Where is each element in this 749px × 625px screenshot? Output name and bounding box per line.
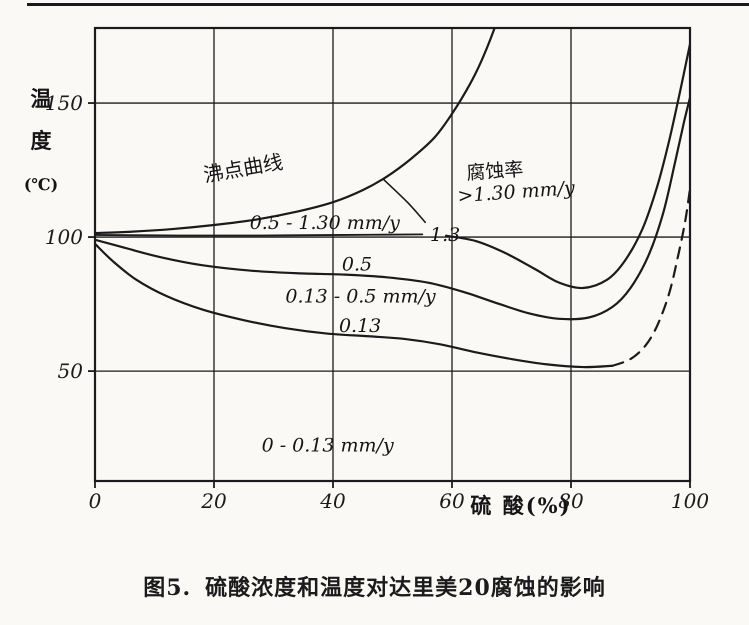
tick-label-x-100: 100 (671, 489, 709, 513)
curve-iso-1.30-leader (382, 178, 427, 224)
annotation-5: 0.5 (342, 254, 372, 276)
curve-boiling-point-curve (95, 28, 496, 235)
curve-iso-0.13 (95, 242, 614, 369)
curve-iso-1.30-right (444, 42, 690, 290)
annotation-1: 腐蚀率 (466, 159, 524, 185)
curve-iso-0.13-dashed (611, 187, 690, 367)
tick-label-x-20: 20 (200, 489, 227, 513)
y-axis-label-part-2: (℃) (24, 175, 58, 194)
isocorrosion-chart: 0 20 40 60 80 100 50 100 150 沸点曲线 腐蚀率 >1.30 mm/y 0.5… (24, 26, 709, 518)
page-top-rule (27, 3, 749, 6)
annotation-4: 1.3 (430, 224, 460, 246)
tick-label-y-100: 100 (45, 225, 83, 249)
tick-label-y-50: 50 (58, 359, 84, 383)
annotation-3: 0.5 - 1.30 mm/y (250, 212, 400, 234)
tick-label-x-80: 80 (558, 489, 584, 513)
curve-iso-1.30-left (95, 233, 424, 237)
tick-label-x-0: 0 (89, 489, 102, 513)
tick-label-y-150: 150 (45, 91, 83, 115)
figure-caption: 图5. 硫酸浓度和温度对达里美20腐蚀的影响 (0, 570, 749, 602)
tick-label-x-60: 60 (439, 489, 465, 513)
annotation-7: 0.13 (339, 315, 381, 337)
figure-title: 硫酸浓度和温度对达里美20腐蚀的影响 (205, 575, 606, 601)
figure-number: 图5. (143, 575, 192, 601)
annotation-8: 0 - 0.13 mm/y (262, 435, 394, 457)
x-axis-label: 硫 酸(%) (470, 493, 571, 518)
curve-iso-0.5 (95, 96, 690, 321)
annotation-6: 0.13 - 0.5 mm/y (285, 286, 435, 308)
plot-border (93, 26, 692, 483)
tick-label-x-40: 40 (319, 489, 346, 513)
y-axis-label-part-1: 度 (31, 128, 52, 153)
y-axis-label-part-0: 温 (31, 86, 52, 111)
